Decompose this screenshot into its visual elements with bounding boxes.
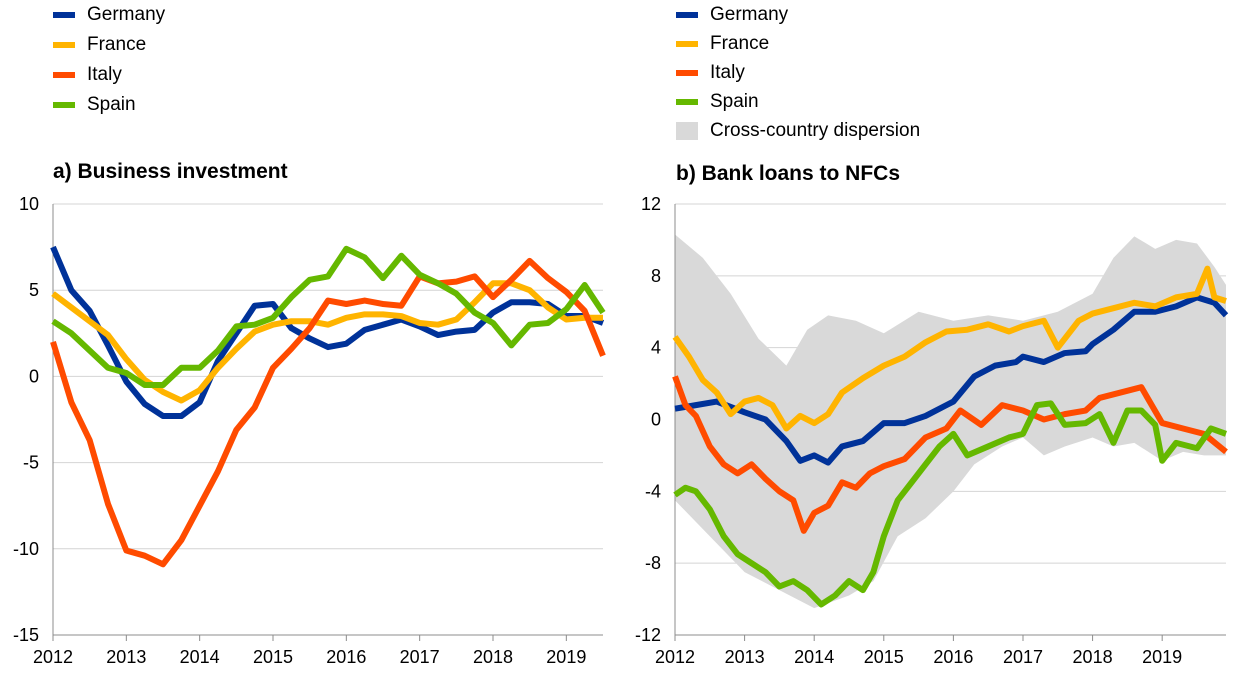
y-tick-label: -5 — [23, 453, 39, 473]
series-line-spain — [673, 400, 1228, 608]
legend-label-spain: Spain — [87, 94, 136, 115]
y-tick-label: 12 — [641, 194, 661, 214]
series-line-france — [672, 265, 1227, 432]
legend-swatch-spain — [53, 102, 75, 108]
series-line-germany — [674, 294, 1229, 466]
legend-item-italy: Italy — [676, 58, 920, 87]
legend-label-germany: Germany — [710, 3, 789, 25]
legend-a: Germany France Italy Spain — [53, 0, 165, 120]
x-tick-label: 2019 — [546, 647, 586, 667]
legend-item-germany: Germany — [53, 0, 165, 30]
y-tick-label: -12 — [635, 625, 661, 645]
legend-swatch-germany — [676, 11, 698, 18]
legend-label-france: France — [710, 32, 770, 54]
y-tick-label: -4 — [645, 481, 661, 501]
x-tick-label: 2018 — [1073, 647, 1113, 667]
x-tick-label: 2017 — [1003, 647, 1043, 667]
legend-swatch-italy — [53, 72, 75, 78]
legend-item-france: France — [676, 29, 920, 58]
chart-b-title: b) Bank loans to NFCs — [676, 162, 901, 185]
x-tick-label: 2018 — [473, 647, 513, 667]
y-tick-label: 5 — [29, 280, 39, 300]
x-tick-label: 2019 — [1142, 647, 1182, 667]
legend-swatch-france — [676, 40, 698, 47]
legend-label-germany: Germany — [87, 4, 166, 25]
legend-item-france: France — [53, 30, 165, 60]
legend-b: Germany France Italy Spain Cross-country… — [676, 0, 920, 145]
series-line-germany — [50, 245, 605, 420]
y-tick-label: 0 — [651, 410, 661, 430]
legend-swatch-germany — [53, 12, 75, 18]
series-line-spain — [51, 245, 606, 389]
legend-swatch-spain — [676, 98, 698, 105]
x-tick-label: 2016 — [326, 647, 366, 667]
x-tick-label: 2016 — [933, 647, 973, 667]
legend-label-italy: Italy — [710, 61, 745, 83]
legend-swatch-dispersion — [676, 121, 698, 140]
chart-a-title: a) Business investment — [53, 160, 288, 183]
x-tick-label: 2012 — [33, 647, 73, 667]
legend-label-italy: Italy — [87, 64, 122, 85]
x-tick-label: 2015 — [864, 647, 904, 667]
y-tick-label: 8 — [651, 266, 661, 286]
legend-item-italy: Italy — [53, 60, 165, 90]
legend-item-spain: Spain — [676, 87, 920, 116]
legend-label-france: France — [87, 34, 147, 55]
x-tick-label: 2013 — [725, 647, 765, 667]
legend-label-spain: Spain — [710, 90, 759, 112]
x-tick-label: 2017 — [400, 647, 440, 667]
legend-swatch-france — [53, 42, 75, 48]
x-tick-label: 2014 — [180, 647, 220, 667]
y-tick-label: 0 — [29, 366, 39, 386]
x-tick-label: 2013 — [106, 647, 146, 667]
x-tick-label: 2015 — [253, 647, 293, 667]
legend-swatch-italy — [676, 69, 698, 76]
legend-item-spain: Spain — [53, 90, 165, 120]
x-tick-label: 2014 — [794, 647, 834, 667]
y-tick-label: 4 — [651, 338, 661, 358]
y-tick-label: -15 — [13, 625, 39, 645]
series-line-italy — [50, 257, 606, 568]
y-tick-label: -8 — [645, 553, 661, 573]
y-tick-label: 10 — [19, 194, 39, 214]
x-tick-label: 2012 — [655, 647, 695, 667]
series-line-italy — [672, 375, 1228, 534]
legend-label-dispersion: Cross-country dispersion — [710, 119, 921, 141]
legend-item-dispersion: Cross-country dispersion — [676, 116, 920, 145]
legend-item-germany: Germany — [676, 0, 920, 29]
y-tick-label: -10 — [13, 539, 39, 559]
